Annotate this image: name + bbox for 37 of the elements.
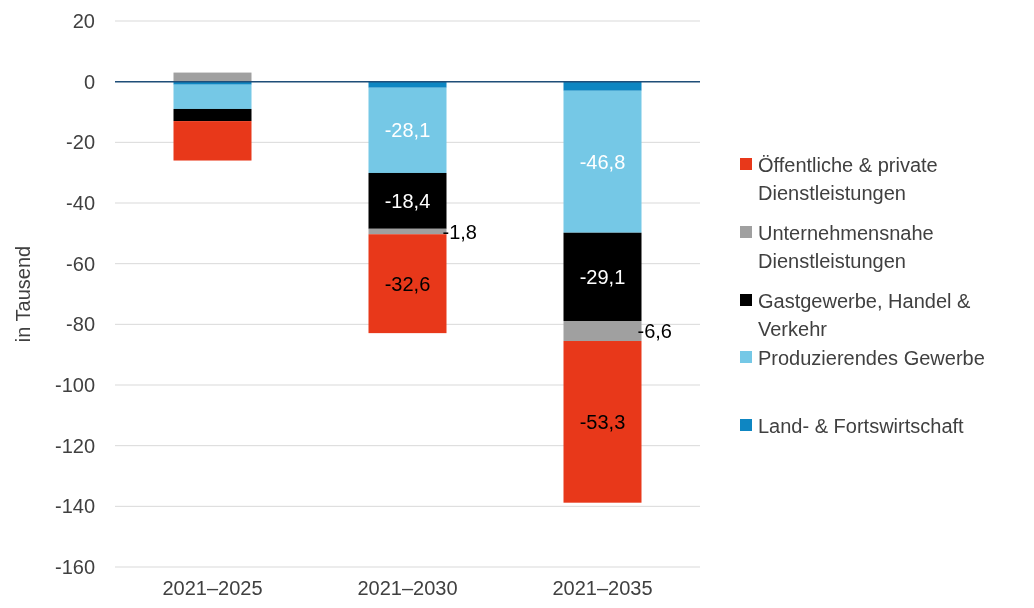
x-tick-label: 2021–2035 xyxy=(552,577,653,600)
y-tick-label: -160 xyxy=(54,555,95,578)
x-tick-label: 2021–2030 xyxy=(357,577,458,600)
y-tick-label: -20 xyxy=(66,131,95,154)
bar xyxy=(563,81,642,91)
y-tick-label: -140 xyxy=(54,495,95,518)
y-tick-label: 20 xyxy=(72,9,95,32)
data-label: -18,4 xyxy=(384,189,431,212)
y-tick-label: -40 xyxy=(66,191,95,214)
y-axis-title: in Tausend xyxy=(12,245,34,343)
bar xyxy=(173,81,252,85)
y-tick-label: -80 xyxy=(66,313,95,336)
legend-label: Produzierendes Gewerbe xyxy=(758,347,985,369)
data-label: -6,6 xyxy=(637,320,672,343)
data-label: -53,3 xyxy=(579,410,626,433)
data-label: -28,1 xyxy=(384,119,431,142)
data-label: -1,8 xyxy=(442,220,477,243)
y-tick-label: -60 xyxy=(66,252,95,275)
bar xyxy=(563,341,642,503)
bar xyxy=(368,87,447,173)
y-tick-label: -120 xyxy=(54,434,95,457)
bar xyxy=(173,84,252,109)
data-label: -29,1 xyxy=(579,265,626,288)
data-label: -46,8 xyxy=(579,150,626,173)
legend-label: Unternehmensnahe Dienstleistungen xyxy=(758,222,934,272)
legend-label: Öffentliche & private Dienstleistungen xyxy=(758,154,938,204)
bar xyxy=(173,121,252,161)
y-tick-label: -100 xyxy=(54,373,95,396)
bar xyxy=(563,232,642,321)
x-tick-label: 2021–2025 xyxy=(162,577,263,600)
bar xyxy=(368,81,447,88)
data-label: -32,6 xyxy=(384,272,431,295)
legend-label: Land- & Fortswirtschaft xyxy=(758,415,965,437)
legend-label: Gastgewerbe, Handel & Verkehr xyxy=(758,290,971,340)
y-tick-label: 0 xyxy=(83,70,95,93)
bar xyxy=(173,108,252,122)
bar xyxy=(563,90,642,233)
